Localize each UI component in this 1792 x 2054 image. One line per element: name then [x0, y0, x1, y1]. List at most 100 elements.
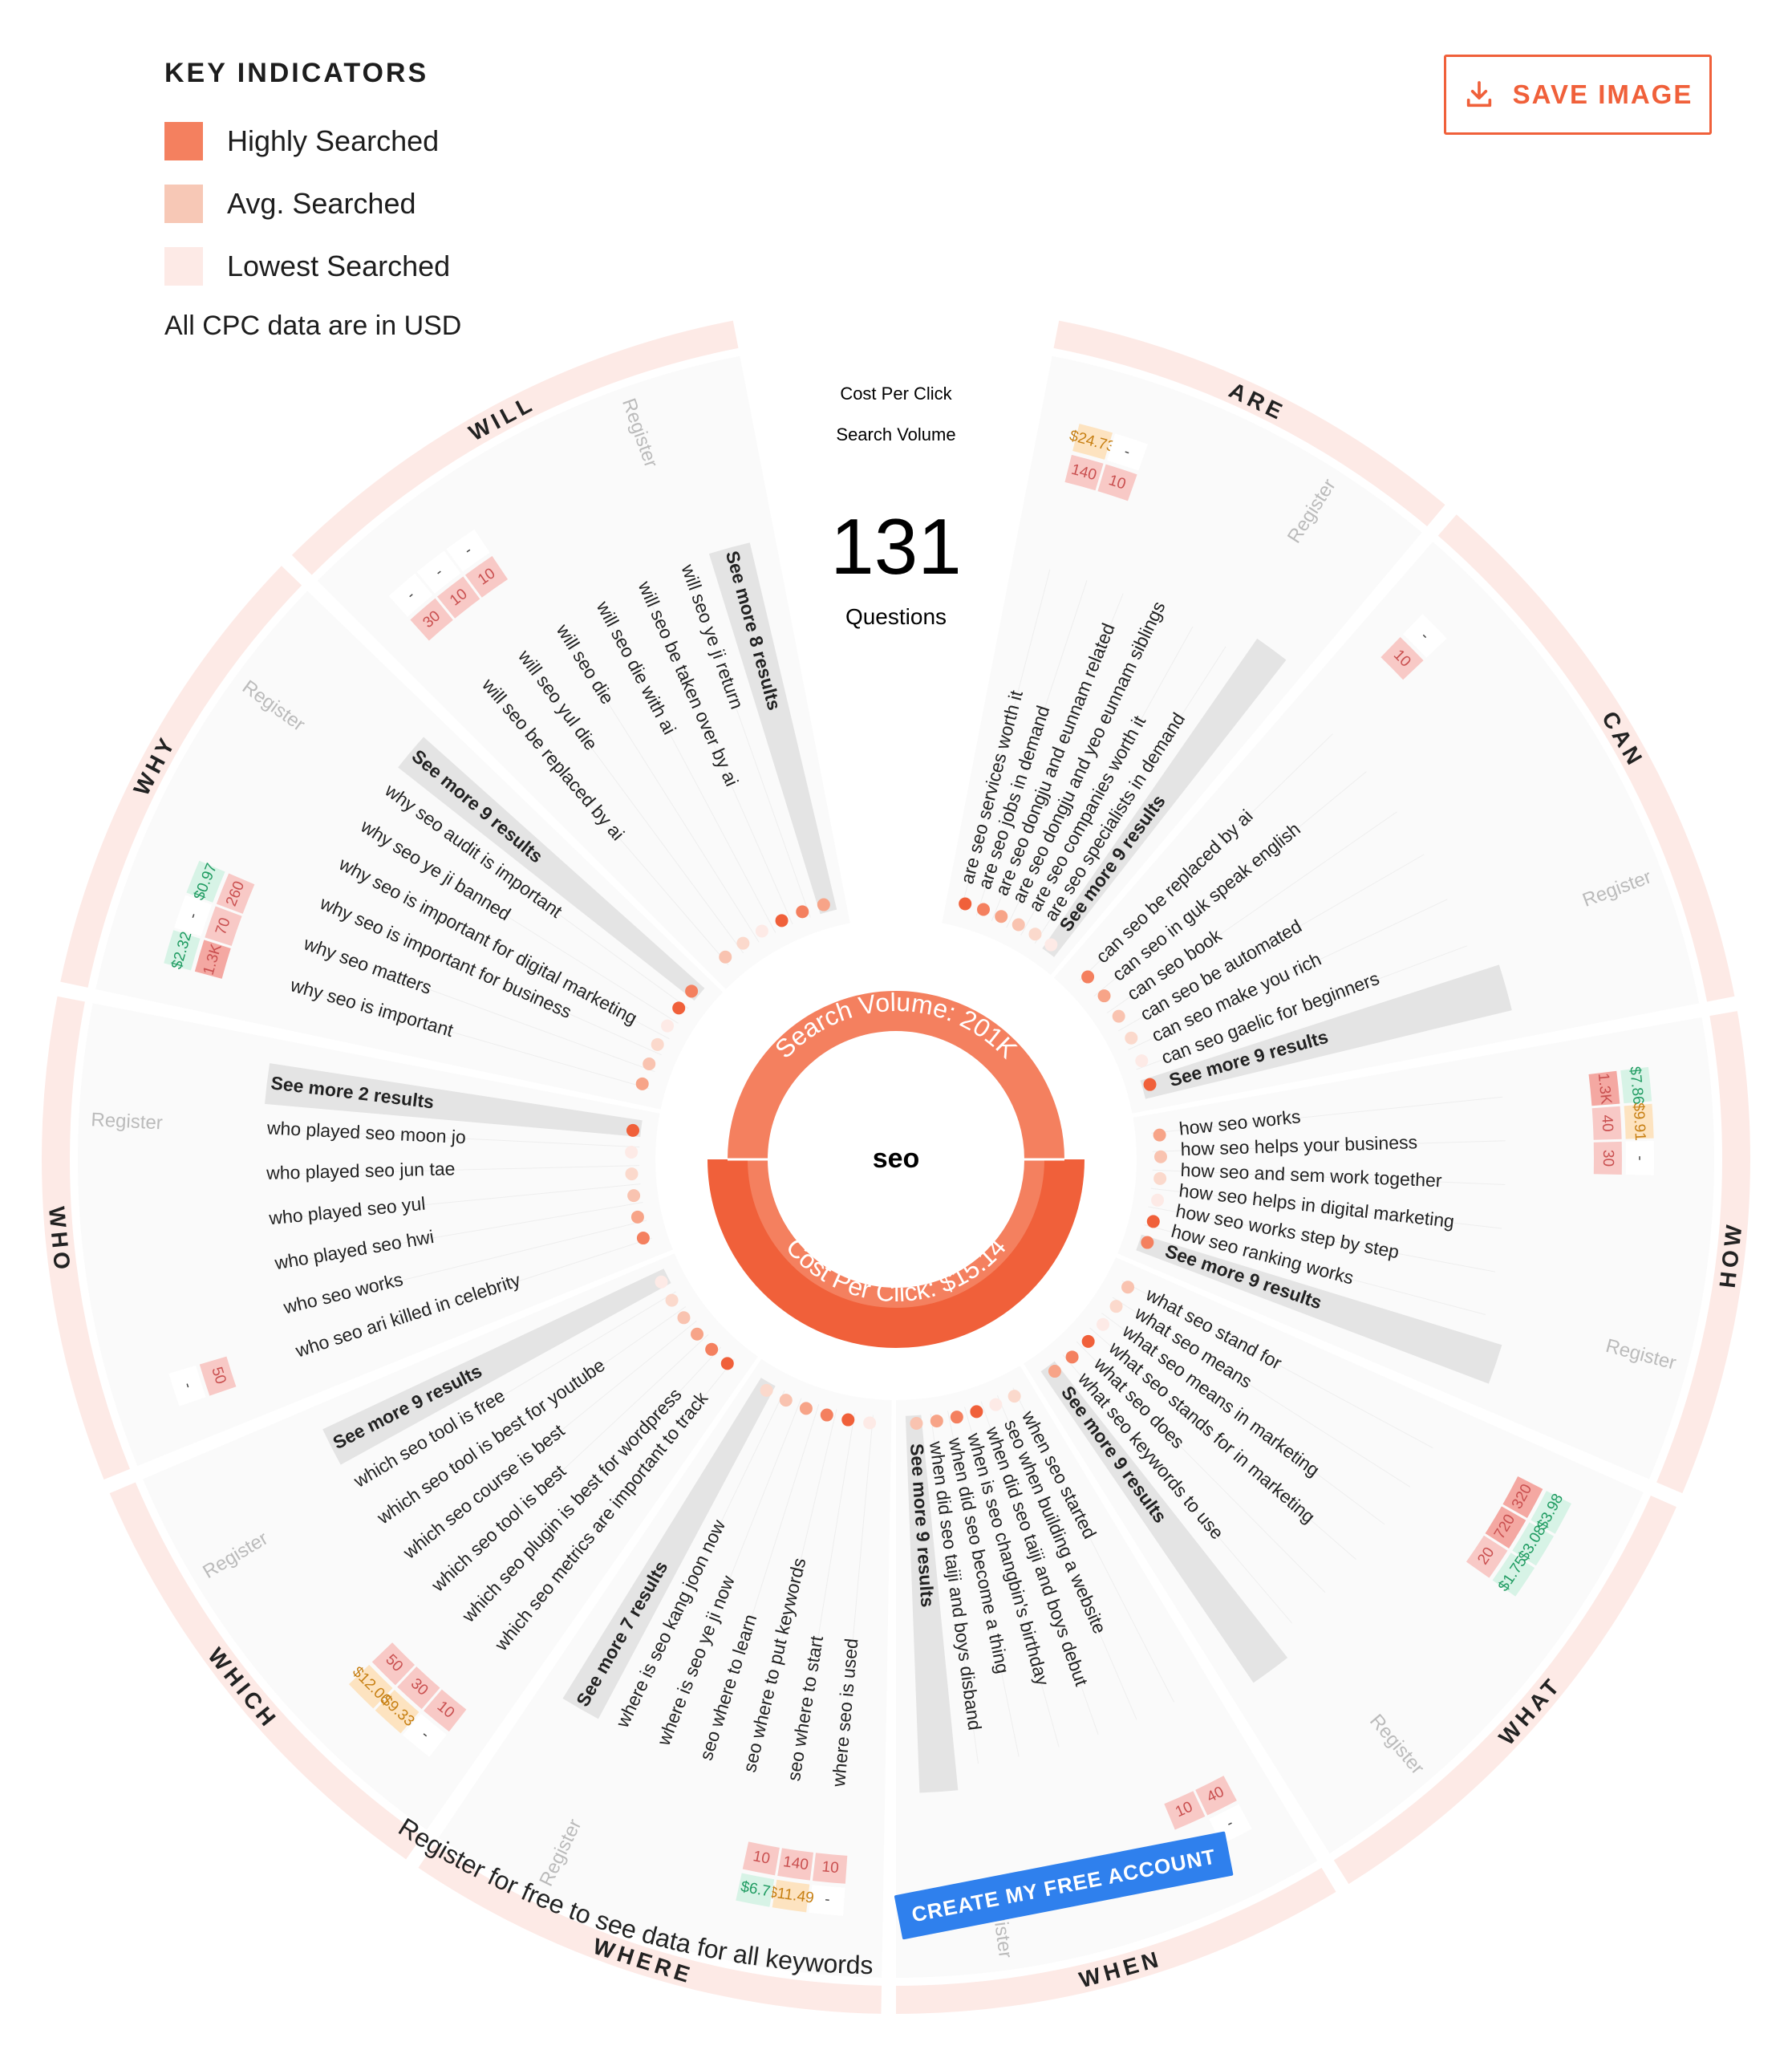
volume-value: 10: [752, 1848, 772, 1868]
question-dot: [970, 1405, 983, 1419]
sector-background: [143, 1253, 758, 1830]
cpc-cell: [348, 1664, 393, 1709]
sector-band: [1053, 320, 1445, 526]
cpc-cell: [186, 860, 225, 903]
question-dot: [1028, 928, 1042, 941]
question-dot: [817, 898, 830, 911]
volume-header-label: Search Volume: [836, 424, 955, 444]
save-image-label: SAVE IMAGE: [1512, 79, 1693, 109]
question-dot: [661, 1019, 675, 1033]
question-dot: [989, 1398, 1003, 1411]
question-dot: [1135, 1054, 1149, 1068]
question-count-label: Questions: [845, 604, 947, 629]
sector-background: [1053, 542, 1700, 1114]
question-dot: [1146, 1215, 1160, 1228]
volume-cell: [1064, 454, 1104, 491]
cpc-currency-note: All CPC data are in USD: [164, 311, 462, 341]
question-dot: [643, 1057, 656, 1070]
question-dot: [796, 905, 809, 919]
question-dot: [1125, 1031, 1138, 1045]
volume-cell: [194, 940, 231, 979]
question-dot: [685, 984, 699, 998]
volume-value: 1.3K: [1595, 1072, 1615, 1105]
question-dot: [651, 1037, 664, 1051]
question-dot: [1044, 938, 1058, 952]
question-dot: [1097, 989, 1111, 1003]
volume-cell: [371, 1642, 416, 1686]
volume-cell: [1195, 1776, 1237, 1816]
volume-value: 10: [821, 1858, 840, 1877]
question-dot: [627, 1189, 641, 1203]
sector-background: [317, 355, 850, 989]
question-count: 131: [830, 502, 962, 591]
volume-cell: [1593, 1141, 1622, 1175]
question-dot: [1153, 1150, 1167, 1163]
sector-band: [291, 320, 739, 575]
cpc-cell: [168, 1365, 206, 1407]
see-more-band: [905, 1415, 959, 1793]
cpc-cell: [416, 550, 461, 594]
question-dot: [799, 1402, 813, 1415]
see-more-band: [1040, 1361, 1288, 1683]
see-more-band: [708, 542, 837, 915]
cpc-cell: [446, 529, 490, 572]
cpc-value: -: [824, 1891, 830, 1908]
center-keyword: seo: [873, 1143, 920, 1174]
see-more-band: [1042, 638, 1287, 957]
legend-item-low: Lowest Searched: [164, 235, 461, 298]
question-dot: [1048, 1365, 1061, 1378]
see-more-band: [562, 1378, 776, 1719]
question-dot: [760, 1383, 773, 1397]
cpc-cell: [1624, 1103, 1654, 1139]
sector-band: [60, 566, 302, 988]
cpc-cell: [388, 573, 433, 617]
cpc-cell: [375, 1690, 420, 1734]
volume-value: 30: [1599, 1150, 1616, 1167]
legend-label-high: Highly Searched: [227, 124, 440, 157]
see-more-band: [322, 1269, 671, 1465]
legend-swatch-avg: [164, 185, 203, 223]
sector-background: [438, 1358, 892, 1978]
volume-cell: [464, 555, 509, 598]
question-dot: [841, 1413, 855, 1427]
cpc-cell: [809, 1884, 845, 1916]
question-dot: [672, 1001, 686, 1015]
sector-band: [109, 1482, 423, 1860]
cpc-value: -: [1632, 1155, 1648, 1160]
sector-band: [1437, 514, 1735, 1002]
volume-cell: [424, 1689, 467, 1732]
question-dot: [635, 1077, 649, 1090]
cpc-cell: [1620, 1066, 1652, 1104]
question-dot: [910, 1417, 923, 1431]
question-dot: [736, 936, 750, 950]
question-dot: [691, 1327, 704, 1341]
register-label[interactable]: Register: [91, 1109, 164, 1134]
question-dot: [705, 1342, 719, 1356]
legend-item-high: Highly Searched: [164, 110, 461, 173]
question-dot: [820, 1408, 833, 1422]
question-dot: [779, 1394, 793, 1407]
sector-band: [418, 1844, 882, 2014]
question-dot: [1081, 1334, 1095, 1348]
question-dot: [655, 1275, 668, 1289]
question-dot: [1153, 1128, 1166, 1142]
save-image-button[interactable]: SAVE IMAGE: [1444, 55, 1712, 135]
sector-band: [41, 996, 131, 1480]
question-dot: [1121, 1281, 1135, 1294]
cpc-cell: [164, 930, 201, 971]
volume-cell: [410, 598, 453, 641]
question-item[interactable]: who played seo jun tae: [266, 1158, 456, 1183]
question-dot: [995, 910, 1008, 923]
sector-background: [1117, 1017, 1714, 1480]
volume-cell: [1466, 1535, 1508, 1578]
legend-swatch-low: [164, 247, 203, 286]
question-dot: [625, 1167, 639, 1181]
question-dot: [719, 950, 732, 964]
volume-cell: [199, 1356, 237, 1396]
volume-cell: [437, 576, 480, 619]
